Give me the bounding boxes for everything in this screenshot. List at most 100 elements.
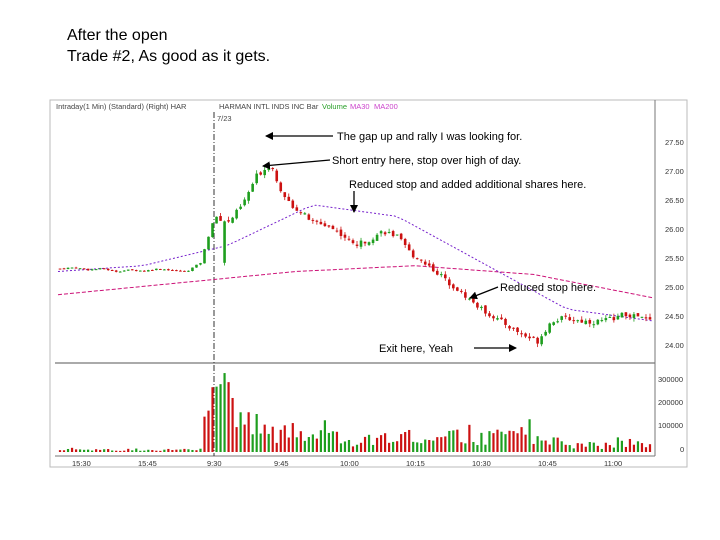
volume-bar [307,437,310,452]
volume-bar [291,423,294,452]
volume-bar [251,434,254,452]
volume-bar [544,440,547,452]
volume-bar [500,431,503,452]
candle-body [199,263,202,265]
time-tick-label: 9:45 [274,459,289,468]
candle-body [82,268,86,270]
price-tick-label: 25.00 [665,283,684,292]
volume-bar [600,448,603,452]
candle-body [464,292,467,298]
price-tick-label: 27.00 [665,167,684,176]
candle-body [476,302,479,308]
candle-body [540,336,543,345]
candle-body [255,173,258,184]
volume-bar [432,440,435,452]
candle-body [480,306,483,309]
volume-tick-label: 200000 [658,398,683,407]
volume-bar [620,440,623,452]
candle-body [608,316,612,318]
volume-bar [255,414,258,452]
volume-bar [275,442,278,452]
volume-bar [243,424,246,452]
volume-bar [331,431,335,452]
candle-body [419,259,423,261]
candle-body [86,268,90,271]
volume-bar [596,445,599,452]
candle-body [283,192,287,198]
candle-body [580,319,584,323]
volume-bar [552,437,555,452]
volume-bar [375,437,379,452]
volume-bar [363,436,367,452]
volume-bar [82,449,86,452]
candle-body [592,324,596,326]
volume-bar [628,438,632,452]
candle-body [195,264,198,268]
volume-bar [151,450,154,452]
candle-body [327,225,331,227]
volume-bar [283,425,286,452]
candle-body [70,267,74,269]
candle-body [648,317,652,320]
volume-bar [211,387,214,452]
volume-bar [540,440,543,452]
candle-body [219,216,222,221]
volume-bar [516,433,519,452]
volume-bar [179,449,182,452]
volume-bar [143,450,146,452]
volume-bar [468,424,471,452]
chart-header-volume: Volume [322,102,347,111]
volume-bar [640,443,644,452]
candle-body [343,234,347,238]
volume-bar [584,446,587,452]
candle-body [191,267,194,272]
volume-bar [259,433,262,452]
volume-bar [524,434,527,452]
volume-bar [58,450,62,452]
candle-body [163,269,166,271]
volume-bar [335,431,339,452]
candle-body [355,244,359,246]
volume-bar [564,444,567,452]
candle-body [624,312,628,317]
candle-body [468,298,471,300]
volume-bar [91,450,94,452]
volume-bar [636,441,640,452]
volume-bar [392,441,395,452]
candle-body [207,236,210,250]
title-line-1: After the open [67,27,168,44]
candle-body [78,268,82,270]
volume-tick-label: 300000 [658,375,683,384]
volume-bar [155,450,158,452]
candle-body [375,234,379,241]
candle-body [572,320,576,322]
candle-body [339,229,343,236]
volume-bar [644,447,648,452]
time-tick-label: 15:45 [138,459,157,468]
candle-body [532,336,535,338]
volume-bar [62,450,66,452]
candle-body [90,269,94,271]
candle-body [267,168,271,171]
time-tick-label: 11:00 [604,459,622,468]
candle-body [620,312,624,318]
candle-body [568,317,572,321]
volume-bar [70,447,74,452]
candle-body [151,269,154,271]
volume-bar [476,445,479,452]
ma200-line-layer [57,265,653,299]
volume-bar [588,442,591,452]
candle-body [58,268,62,270]
volume-bar [135,448,138,452]
volume-bar [496,429,499,452]
candle-body [492,316,495,319]
time-axis: 15:30 15:45 9:30 9:45 10:00 10:15 10:30 … [72,459,622,468]
candle-body [435,270,439,275]
candle-body [351,240,355,244]
price-axis: 27.50 27.00 26.50 26.00 25.50 25.00 24.5… [665,138,684,350]
volume-bar [95,449,98,452]
volume-bar [347,439,351,452]
candle-body [403,238,407,245]
volume-bar [147,449,150,452]
volume-bar [131,450,134,452]
